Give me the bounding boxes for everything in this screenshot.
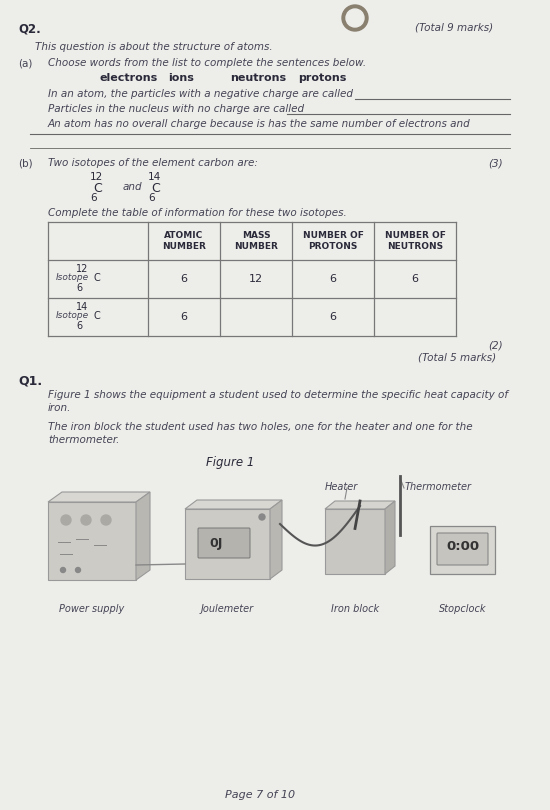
Text: C: C: [151, 182, 159, 195]
Text: Power supply: Power supply: [59, 604, 125, 614]
Bar: [325, 509, 385, 574]
Circle shape: [81, 515, 91, 525]
Text: Heater: Heater: [325, 482, 358, 492]
Text: 6: 6: [180, 274, 188, 284]
Text: 12: 12: [90, 172, 103, 182]
Text: Two isotopes of the element carbon are:: Two isotopes of the element carbon are:: [48, 158, 258, 168]
Text: Figure 1: Figure 1: [206, 456, 254, 469]
Text: C: C: [93, 311, 100, 321]
Text: 6: 6: [180, 312, 188, 322]
Polygon shape: [385, 501, 395, 574]
Text: ions: ions: [168, 73, 194, 83]
Text: ATOMIC
NUMBER: ATOMIC NUMBER: [162, 232, 206, 251]
FancyBboxPatch shape: [198, 528, 250, 558]
Circle shape: [346, 9, 364, 27]
Text: 6: 6: [76, 283, 82, 293]
Text: (3): (3): [488, 158, 503, 168]
Text: The iron block the student used has two holes, one for the heater and one for th: The iron block the student used has two …: [48, 422, 472, 432]
Text: Isotope: Isotope: [56, 311, 89, 320]
Text: thermometer.: thermometer.: [48, 435, 119, 445]
Text: C: C: [93, 273, 100, 283]
Text: iron.: iron.: [48, 403, 72, 413]
Text: C: C: [93, 182, 102, 195]
Text: 6: 6: [411, 274, 419, 284]
Text: 6: 6: [329, 274, 337, 284]
Bar: [185, 509, 270, 579]
Text: 14: 14: [76, 302, 88, 312]
Text: 6: 6: [76, 321, 82, 331]
Text: 6: 6: [148, 193, 155, 203]
Text: MASS
NUMBER: MASS NUMBER: [234, 232, 278, 251]
Text: protons: protons: [298, 73, 346, 83]
Polygon shape: [270, 500, 282, 579]
Text: (Total 9 marks): (Total 9 marks): [415, 22, 493, 32]
Text: Page 7 of 10: Page 7 of 10: [225, 790, 295, 800]
Text: 6: 6: [90, 193, 97, 203]
Text: electrons: electrons: [100, 73, 158, 83]
Text: Isotope: Isotope: [56, 273, 89, 282]
Text: NUMBER OF
PROTONS: NUMBER OF PROTONS: [302, 232, 364, 251]
Text: Choose words from the list to complete the sentences below.: Choose words from the list to complete t…: [48, 58, 366, 68]
Text: This question is about the structure of atoms.: This question is about the structure of …: [35, 42, 273, 52]
Text: 0:00: 0:00: [447, 539, 480, 552]
Text: Complete the table of information for these two isotopes.: Complete the table of information for th…: [48, 208, 346, 218]
Text: 0J: 0J: [209, 537, 222, 550]
Circle shape: [101, 515, 111, 525]
Text: Thermometer: Thermometer: [405, 482, 472, 492]
Text: 12: 12: [249, 274, 263, 284]
Text: neutrons: neutrons: [230, 73, 286, 83]
Text: 12: 12: [76, 264, 89, 274]
Text: Q2.: Q2.: [18, 22, 41, 35]
Text: In an atom, the particles with a negative charge are called: In an atom, the particles with a negativ…: [48, 89, 353, 99]
Bar: [48, 502, 136, 580]
Text: Joulemeter: Joulemeter: [201, 604, 254, 614]
Bar: [430, 526, 495, 574]
Circle shape: [259, 514, 265, 520]
Text: (Total 5 marks): (Total 5 marks): [418, 352, 496, 362]
Circle shape: [75, 568, 80, 573]
Circle shape: [60, 568, 65, 573]
Polygon shape: [325, 501, 395, 509]
Text: and: and: [123, 182, 142, 192]
Text: 14: 14: [148, 172, 161, 182]
Text: Particles in the nucleus with no charge are called: Particles in the nucleus with no charge …: [48, 104, 304, 114]
Text: Figure 1 shows the equipment a student used to determine the specific heat capac: Figure 1 shows the equipment a student u…: [48, 390, 508, 400]
Text: (a): (a): [18, 58, 32, 68]
Circle shape: [342, 5, 368, 31]
FancyBboxPatch shape: [437, 533, 488, 565]
Text: Iron block: Iron block: [331, 604, 379, 614]
Circle shape: [61, 515, 71, 525]
Polygon shape: [136, 492, 150, 580]
Text: (b): (b): [18, 158, 32, 168]
Text: (2): (2): [488, 340, 503, 350]
Text: Stopclock: Stopclock: [439, 604, 486, 614]
Text: An atom has no overall charge because is has the same number of electrons and: An atom has no overall charge because is…: [48, 119, 471, 129]
Text: 6: 6: [329, 312, 337, 322]
Polygon shape: [48, 492, 150, 502]
Text: Q1.: Q1.: [18, 374, 42, 387]
Text: NUMBER OF
NEUTRONS: NUMBER OF NEUTRONS: [384, 232, 446, 251]
Polygon shape: [185, 500, 282, 509]
